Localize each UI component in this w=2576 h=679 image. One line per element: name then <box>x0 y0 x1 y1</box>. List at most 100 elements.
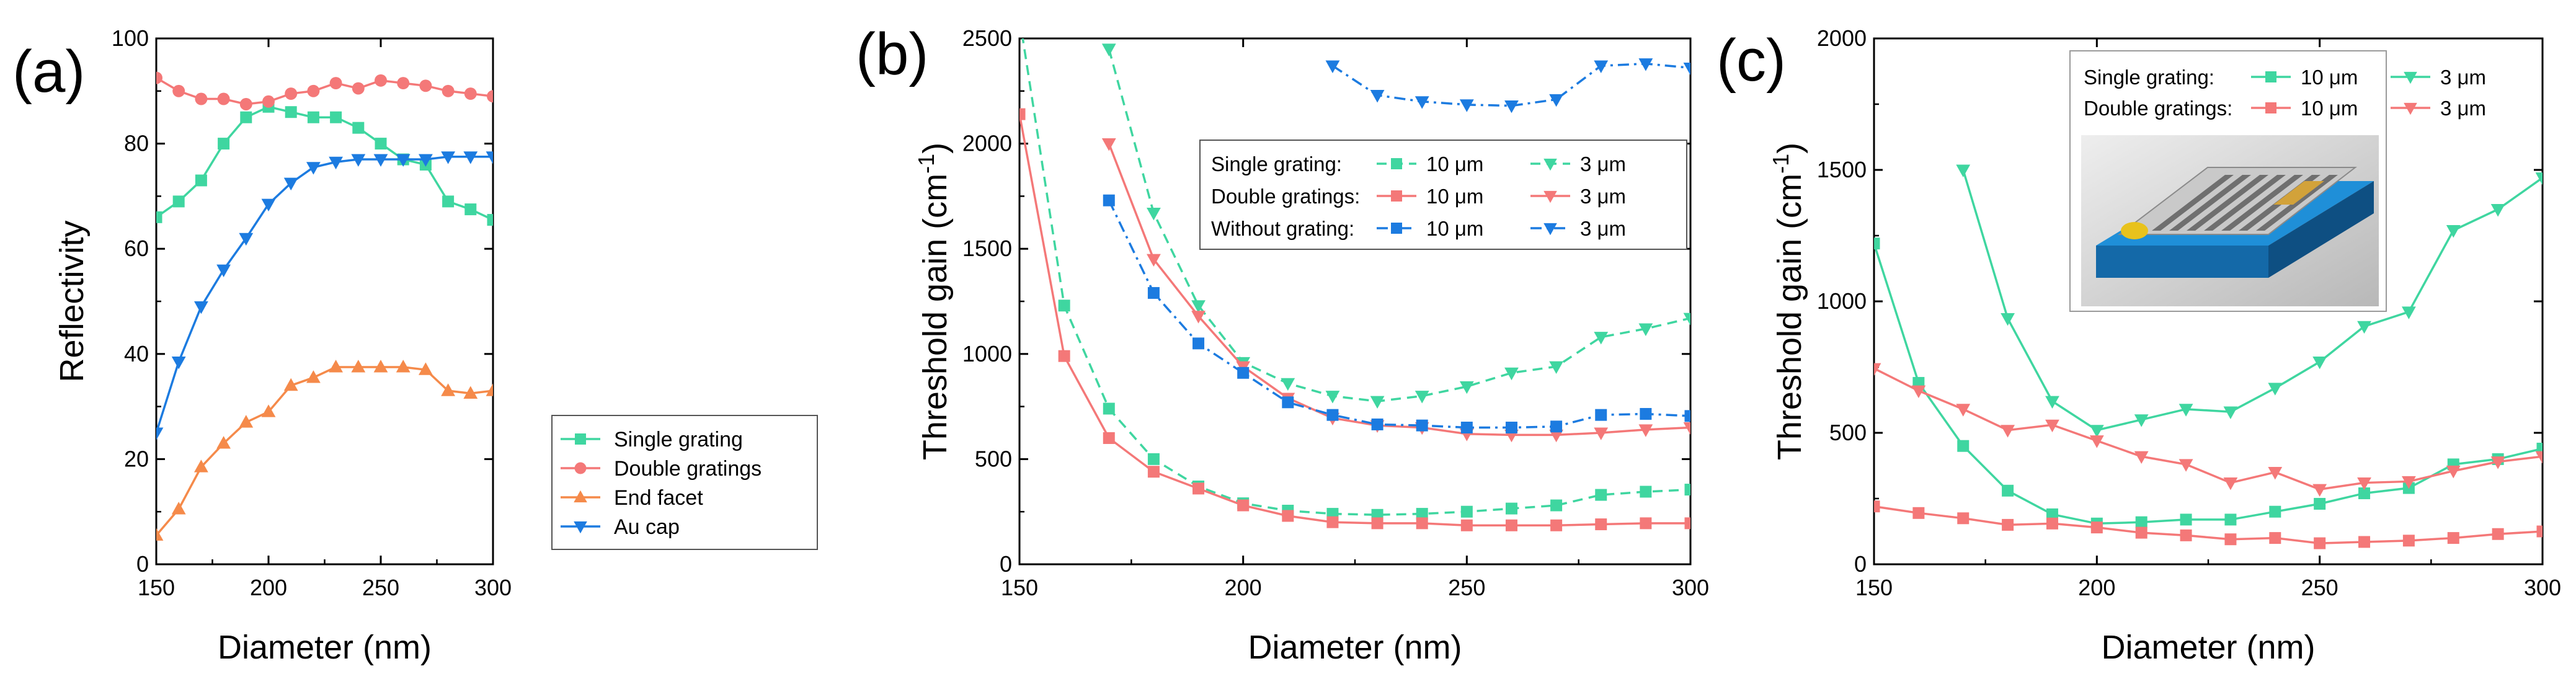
inset-substrate-side <box>2268 181 2374 278</box>
data-point <box>1416 419 1428 432</box>
data-point <box>2180 529 2192 541</box>
series-double-gratings-3-m <box>1874 363 2543 497</box>
legend-entry-label: 3 μm <box>1580 217 1626 240</box>
data-point <box>2001 313 2015 326</box>
inset-grating-stripe <box>2187 175 2268 231</box>
y-axis-title-text: Threshold gain (cm <box>917 174 954 460</box>
y-tick-label: 100 <box>112 25 149 51</box>
data-point <box>2314 497 2326 510</box>
legend-entry-label: 10 μm <box>1426 153 1483 175</box>
data-point <box>1505 502 1517 515</box>
data-point <box>487 214 493 226</box>
data-point <box>486 383 493 396</box>
series-line <box>1962 169 2543 432</box>
series-line <box>1108 143 1690 437</box>
y-axis-title-text: Reflectivity <box>53 220 91 382</box>
data-point <box>2223 406 2238 419</box>
data-point <box>172 84 185 97</box>
data-point <box>2135 526 2147 539</box>
y-tick-label: 60 <box>124 236 149 261</box>
data-point <box>1415 96 1429 109</box>
data-point <box>1549 429 1563 443</box>
series-line <box>1331 62 1690 107</box>
data-point <box>218 138 230 150</box>
legend-entry-label: 10 μm <box>2301 66 2358 89</box>
data-point <box>239 98 252 110</box>
data-point <box>2536 525 2543 538</box>
data-point <box>1956 404 1971 417</box>
data-point <box>2358 536 2371 548</box>
data-point <box>463 386 478 399</box>
y-tick-label: 80 <box>124 131 149 156</box>
legend-swatch-marker <box>1543 190 1557 203</box>
data-point <box>1683 422 1690 435</box>
panel-a: (a) 150 200 250 300 0 20 40 60 80 100 Diameter (nm)… <box>12 25 818 666</box>
inset-nanowire-tip <box>2121 222 2148 239</box>
x-tick-label: 200 <box>2078 575 2115 600</box>
panel-b: (b) 150 200 250 300 0 500 1000 1500 2000 2500 Diame… <box>856 12 1709 666</box>
data-point <box>1683 313 1690 326</box>
inset-waveguide <box>2118 167 2357 235</box>
data-point <box>2046 517 2058 530</box>
data-point <box>1103 194 1115 206</box>
data-point <box>330 111 342 123</box>
legend-swatch-marker <box>1543 158 1557 171</box>
data-point <box>1415 391 1429 404</box>
data-point <box>2312 356 2327 370</box>
data-point <box>239 415 254 428</box>
data-point <box>1237 499 1250 512</box>
data-point <box>1371 418 1383 430</box>
legend-swatch-marker <box>1391 158 1402 169</box>
y-tick-label: 500 <box>1829 420 1867 445</box>
data-point <box>1504 367 1519 381</box>
data-point <box>1014 12 1026 24</box>
data-point <box>1281 378 1295 391</box>
data-point <box>2002 484 2014 497</box>
inset-grating-stripe <box>2221 175 2303 231</box>
data-point <box>329 77 342 90</box>
x-tick-label: 300 <box>2524 575 2561 600</box>
x-tick-label: 150 <box>1855 575 1893 600</box>
series-line <box>156 366 493 536</box>
x-tick-label: 200 <box>250 575 287 600</box>
panel-label: (c) <box>1717 27 1786 94</box>
data-point <box>2535 451 2543 464</box>
y-axis-title: Reflectivity <box>53 220 91 382</box>
data-point <box>1191 300 1206 313</box>
data-point <box>1957 512 1970 525</box>
data-point <box>239 233 254 246</box>
data-point <box>1505 422 1517 434</box>
data-point <box>1193 482 1205 495</box>
y-axis-title: Threshold gain (cm-1) <box>1768 143 1808 460</box>
data-point <box>2269 532 2281 544</box>
y-axis-title-close: ) <box>917 143 954 154</box>
data-point <box>1911 385 1926 399</box>
data-point <box>1101 43 1116 56</box>
data-point <box>2090 521 2103 534</box>
legend-label: End facet <box>614 486 703 510</box>
data-point <box>2001 425 2015 438</box>
data-point <box>283 378 298 391</box>
legend-label: Single grating <box>614 428 743 451</box>
data-point <box>1147 254 1161 267</box>
series-end-facet <box>156 360 493 541</box>
data-point <box>487 90 493 103</box>
data-point <box>2135 516 2147 528</box>
legend-swatch-marker <box>574 521 587 534</box>
data-point <box>2178 459 2193 472</box>
x-tick-label: 150 <box>1001 575 1038 600</box>
data-point <box>1684 517 1690 530</box>
data-point <box>329 360 343 373</box>
x-tick-label: 250 <box>2301 575 2338 600</box>
inset-grating-stripe <box>2204 175 2286 231</box>
data-point <box>195 174 207 187</box>
x-tick-label: 300 <box>474 575 512 600</box>
data-point <box>1460 519 1473 531</box>
data-point <box>352 122 365 134</box>
legend-swatch-marker <box>1391 223 1402 234</box>
data-point <box>1325 391 1340 404</box>
data-point <box>1416 517 1428 530</box>
data-point <box>1460 422 1473 434</box>
data-point <box>194 459 208 473</box>
